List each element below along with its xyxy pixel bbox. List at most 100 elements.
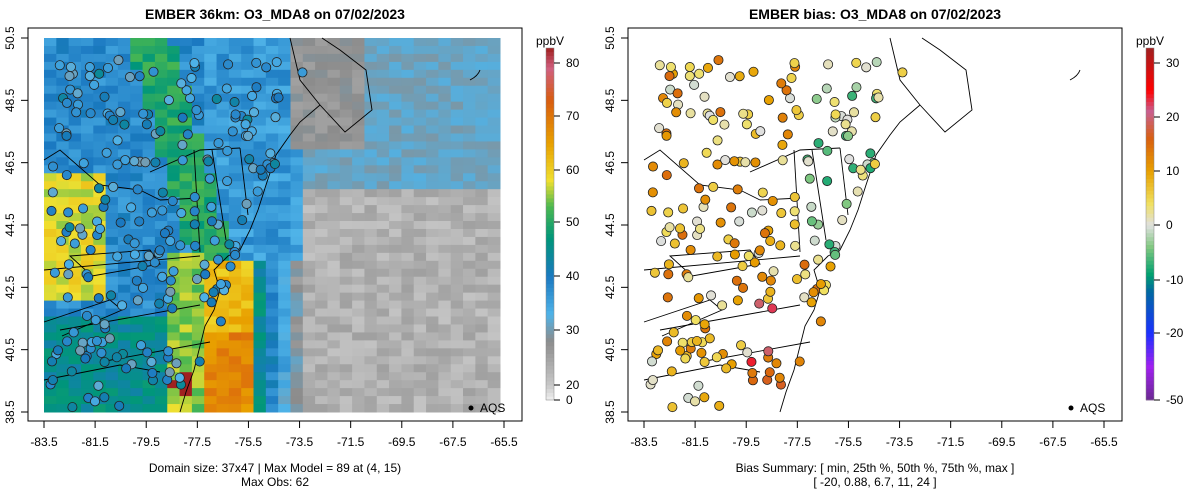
station-marker[interactable]	[747, 368, 758, 379]
station-marker[interactable]	[652, 345, 663, 356]
station-marker[interactable]	[843, 130, 854, 141]
station-marker[interactable]	[824, 239, 835, 250]
station-marker[interactable]	[102, 62, 113, 73]
station-marker[interactable]	[781, 85, 792, 96]
station-marker[interactable]	[108, 114, 119, 125]
station-marker[interactable]	[823, 59, 834, 70]
station-marker[interactable]	[108, 181, 119, 192]
station-marker[interactable]	[54, 123, 65, 134]
station-marker[interactable]	[663, 269, 674, 280]
station-marker[interactable]	[165, 286, 176, 297]
station-marker[interactable]	[724, 72, 735, 83]
station-marker[interactable]	[648, 161, 659, 172]
station-marker[interactable]	[813, 254, 824, 265]
station-marker[interactable]	[729, 156, 740, 167]
station-marker[interactable]	[746, 356, 757, 367]
station-marker[interactable]	[85, 108, 96, 119]
station-marker[interactable]	[199, 259, 210, 270]
station-marker[interactable]	[132, 184, 143, 195]
station-marker[interactable]	[663, 207, 674, 218]
station-marker[interactable]	[664, 222, 675, 233]
station-marker[interactable]	[855, 164, 866, 175]
station-marker[interactable]	[206, 201, 217, 212]
station-marker[interactable]	[656, 236, 667, 247]
station-marker[interactable]	[829, 97, 840, 108]
station-marker[interactable]	[222, 145, 233, 156]
station-marker[interactable]	[869, 159, 880, 170]
station-marker[interactable]	[837, 215, 848, 226]
station-marker[interactable]	[69, 238, 80, 249]
station-marker[interactable]	[131, 275, 142, 286]
station-marker[interactable]	[261, 62, 272, 73]
station-marker[interactable]	[767, 195, 778, 206]
station-marker[interactable]	[675, 345, 686, 356]
station-marker[interactable]	[712, 135, 723, 146]
station-marker[interactable]	[182, 129, 193, 140]
station-marker[interactable]	[154, 245, 165, 256]
station-marker[interactable]	[681, 310, 692, 321]
station-marker[interactable]	[708, 181, 719, 192]
station-marker[interactable]	[189, 219, 200, 230]
station-marker[interactable]	[714, 400, 725, 411]
station-marker[interactable]	[155, 126, 166, 137]
station-marker[interactable]	[56, 236, 67, 247]
station-marker[interactable]	[129, 249, 140, 260]
station-marker[interactable]	[726, 202, 737, 213]
station-marker[interactable]	[213, 138, 224, 149]
station-marker[interactable]	[803, 156, 814, 167]
station-marker[interactable]	[789, 192, 800, 203]
station-marker[interactable]	[830, 109, 841, 120]
station-marker[interactable]	[763, 346, 774, 357]
station-marker[interactable]	[731, 275, 742, 286]
station-marker[interactable]	[47, 375, 58, 386]
station-marker[interactable]	[99, 392, 110, 403]
station-marker[interactable]	[662, 292, 673, 303]
station-marker[interactable]	[794, 356, 805, 367]
station-marker[interactable]	[204, 173, 215, 184]
station-marker[interactable]	[64, 71, 75, 82]
station-marker[interactable]	[717, 300, 728, 311]
station-marker[interactable]	[49, 267, 60, 278]
station-marker[interactable]	[821, 83, 832, 94]
station-marker[interactable]	[206, 297, 217, 308]
station-marker[interactable]	[729, 249, 740, 260]
station-marker[interactable]	[847, 90, 858, 101]
station-marker[interactable]	[101, 147, 112, 158]
station-marker[interactable]	[661, 170, 672, 181]
station-marker[interactable]	[691, 336, 702, 347]
station-marker[interactable]	[808, 287, 819, 298]
station-marker[interactable]	[815, 316, 826, 327]
station-marker[interactable]	[83, 272, 94, 283]
station-marker[interactable]	[699, 392, 710, 403]
station-marker[interactable]	[136, 340, 147, 351]
station-marker[interactable]	[775, 240, 786, 251]
station-marker[interactable]	[115, 217, 126, 228]
station-marker[interactable]	[755, 126, 766, 137]
station-marker[interactable]	[765, 236, 776, 247]
station-marker[interactable]	[815, 279, 826, 290]
station-marker[interactable]	[249, 107, 260, 118]
station-marker[interactable]	[117, 300, 128, 311]
station-marker[interactable]	[47, 187, 58, 198]
station-marker[interactable]	[699, 357, 710, 368]
station-marker[interactable]	[99, 319, 110, 330]
station-marker[interactable]	[78, 203, 89, 214]
station-marker[interactable]	[190, 240, 201, 251]
station-marker[interactable]	[255, 164, 266, 175]
station-marker[interactable]	[113, 55, 124, 66]
station-marker[interactable]	[840, 119, 851, 130]
station-marker[interactable]	[721, 363, 732, 374]
station-marker[interactable]	[63, 259, 74, 270]
station-marker[interactable]	[791, 105, 802, 116]
station-marker[interactable]	[75, 223, 86, 234]
station-marker[interactable]	[897, 67, 908, 78]
station-marker[interactable]	[157, 205, 168, 216]
station-marker[interactable]	[121, 363, 132, 374]
station-marker[interactable]	[157, 187, 168, 198]
station-marker[interactable]	[685, 244, 696, 255]
station-marker[interactable]	[738, 108, 749, 119]
station-marker[interactable]	[777, 139, 788, 150]
station-marker[interactable]	[85, 244, 96, 255]
station-marker[interactable]	[713, 55, 724, 66]
station-marker[interactable]	[702, 62, 713, 73]
